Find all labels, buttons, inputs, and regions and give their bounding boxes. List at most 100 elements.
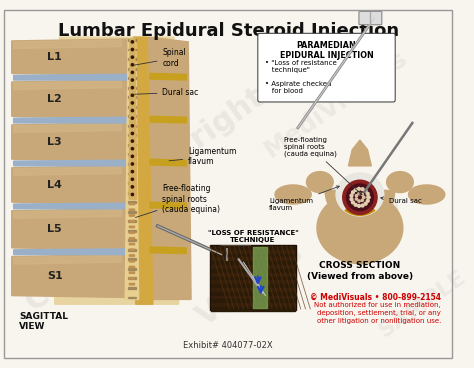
Circle shape <box>363 196 365 198</box>
Polygon shape <box>14 81 121 89</box>
Bar <box>128 87 136 89</box>
Text: other litigation or nonlitigation use.: other litigation or nonlitigation use. <box>317 318 441 323</box>
Text: SAMPLE: SAMPLE <box>375 267 469 341</box>
Bar <box>210 245 296 310</box>
Text: Copyright: Copyright <box>116 82 270 202</box>
Bar <box>128 134 136 136</box>
Circle shape <box>366 192 369 195</box>
Circle shape <box>361 188 364 191</box>
Bar <box>128 268 136 270</box>
Circle shape <box>131 64 134 66</box>
Bar <box>211 276 295 280</box>
Polygon shape <box>14 167 121 176</box>
Text: Not authorized for use in mediation,: Not authorized for use in mediation, <box>314 302 441 308</box>
Bar <box>128 153 136 155</box>
Bar <box>128 144 136 146</box>
Bar <box>128 182 136 184</box>
Text: Ligamentum
flavum: Ligamentum flavum <box>169 146 237 166</box>
Bar <box>128 96 136 98</box>
Polygon shape <box>150 159 186 166</box>
Bar <box>211 254 295 258</box>
Polygon shape <box>14 117 128 123</box>
Polygon shape <box>12 123 138 161</box>
Circle shape <box>361 199 364 202</box>
Text: Dural sac: Dural sac <box>135 88 199 97</box>
Bar <box>128 220 136 222</box>
Polygon shape <box>14 40 121 49</box>
Circle shape <box>131 261 133 262</box>
FancyBboxPatch shape <box>359 11 382 25</box>
Bar <box>211 288 295 292</box>
Circle shape <box>133 278 135 279</box>
Text: Dural sac: Dural sac <box>381 197 421 204</box>
Circle shape <box>131 117 134 119</box>
Circle shape <box>363 196 365 198</box>
Circle shape <box>131 226 133 228</box>
Circle shape <box>358 200 360 202</box>
Bar <box>128 287 136 289</box>
Circle shape <box>131 232 133 233</box>
Bar <box>211 273 295 276</box>
FancyBboxPatch shape <box>258 33 395 102</box>
Circle shape <box>133 243 135 245</box>
Polygon shape <box>12 209 138 250</box>
Circle shape <box>133 238 135 239</box>
Bar <box>211 261 295 265</box>
Circle shape <box>343 180 377 215</box>
Polygon shape <box>14 74 128 80</box>
Polygon shape <box>150 73 186 80</box>
Text: deposition, settlement, trial, or any: deposition, settlement, trial, or any <box>317 310 441 316</box>
Circle shape <box>131 203 133 205</box>
Circle shape <box>133 261 135 262</box>
Circle shape <box>131 109 134 112</box>
Circle shape <box>350 194 353 197</box>
Circle shape <box>366 199 369 202</box>
Text: MediVisuals: MediVisuals <box>260 46 412 162</box>
Ellipse shape <box>409 185 445 204</box>
Bar <box>211 284 295 288</box>
Circle shape <box>133 209 135 210</box>
Circle shape <box>131 148 134 150</box>
Circle shape <box>364 202 367 205</box>
Bar <box>128 277 136 279</box>
Circle shape <box>131 272 133 273</box>
Circle shape <box>131 79 134 81</box>
Circle shape <box>131 56 134 58</box>
Text: L4: L4 <box>47 180 62 190</box>
Bar <box>253 247 267 308</box>
Polygon shape <box>14 249 128 255</box>
Text: Copyright: Copyright <box>20 196 175 316</box>
Text: L3: L3 <box>47 137 62 147</box>
Circle shape <box>131 215 133 216</box>
Circle shape <box>131 249 133 251</box>
Ellipse shape <box>275 185 311 204</box>
Bar <box>211 269 295 273</box>
Circle shape <box>133 232 135 233</box>
Bar <box>211 292 295 296</box>
Bar <box>211 307 295 311</box>
Ellipse shape <box>317 192 403 263</box>
Polygon shape <box>12 39 138 75</box>
Bar <box>128 77 136 79</box>
Circle shape <box>129 226 131 228</box>
Text: Free-floating
spinal roots
(cauda equina): Free-floating spinal roots (cauda equina… <box>283 137 362 195</box>
Circle shape <box>129 283 131 285</box>
Circle shape <box>133 266 135 268</box>
Ellipse shape <box>387 171 413 192</box>
Circle shape <box>129 272 131 273</box>
Circle shape <box>133 226 135 228</box>
Circle shape <box>131 243 133 245</box>
Circle shape <box>131 140 134 142</box>
Polygon shape <box>14 203 128 209</box>
Text: PARAMEDIAN
EPIDURAL INJECTION: PARAMEDIAN EPIDURAL INJECTION <box>280 41 374 60</box>
Circle shape <box>356 195 357 197</box>
Polygon shape <box>148 37 191 300</box>
Circle shape <box>131 220 133 222</box>
Polygon shape <box>348 140 371 166</box>
Circle shape <box>129 215 131 216</box>
Polygon shape <box>12 255 138 297</box>
Bar <box>128 106 136 108</box>
Bar <box>128 163 136 165</box>
Circle shape <box>129 255 131 256</box>
Bar <box>128 39 136 41</box>
